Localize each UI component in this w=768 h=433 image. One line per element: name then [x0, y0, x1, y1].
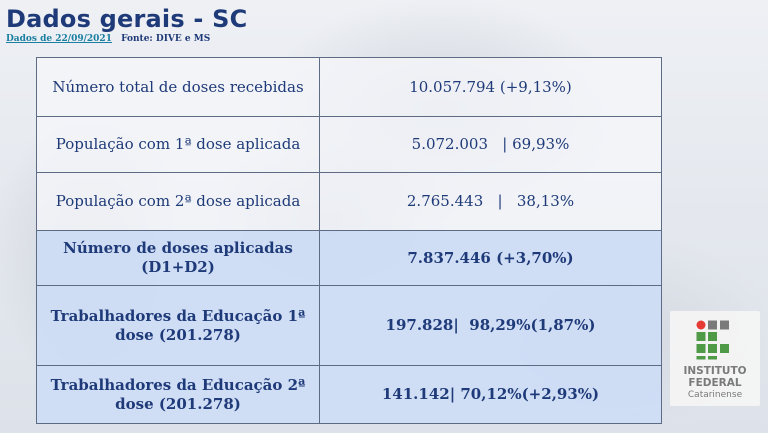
page-title: Dados gerais - SC: [6, 5, 248, 33]
source-label: Fonte: DIVE e MS: [121, 34, 211, 44]
row-label-educacao-segunda: Trabalhadores da Educação 2ª dose (201.2…: [36, 365, 320, 424]
row-label-primeira-dose: População com 1ª dose aplicada: [36, 116, 320, 173]
row-value-doses-recebidas: 10.057.794 (+9,13%): [319, 57, 662, 117]
row-label-segunda-dose: População com 2ª dose aplicada: [36, 172, 320, 231]
table-row: Número de doses aplicadas (D1+D2) 7.837.…: [36, 230, 662, 286]
logo-line-1: INSTITUTO: [683, 365, 747, 377]
table-row: População com 1ª dose aplicada 5.072.003…: [36, 116, 662, 173]
row-label-educacao-primeira: Trabalhadores da Educação 1ª dose (201.2…: [36, 285, 320, 366]
row-value-educacao-primeira: 197.828| 98,29%(1,87%): [319, 285, 662, 366]
table-row: Número total de doses recebidas 10.057.7…: [36, 57, 662, 117]
row-value-doses-aplicadas: 7.837.446 (+3,70%): [319, 230, 662, 286]
instituto-federal-logo: INSTITUTO FEDERAL Catarinense: [670, 311, 760, 406]
table-row: Trabalhadores da Educação 2ª dose (201.2…: [36, 365, 662, 424]
header: Dados gerais - SC Dados de 22/09/2021 Fo…: [6, 4, 247, 45]
source-line: Dados de 22/09/2021 Fonte: DIVE e MS: [6, 34, 247, 45]
stats-table: Número total de doses recebidas 10.057.7…: [36, 57, 662, 424]
row-label-doses-recebidas: Número total de doses recebidas: [36, 57, 320, 117]
row-label-doses-aplicadas: Número de doses aplicadas (D1+D2): [36, 230, 320, 286]
table-row: População com 2ª dose aplicada 2.765.443…: [36, 172, 662, 231]
if-logo-icon: [696, 320, 729, 360]
logo-line-2: FEDERAL: [688, 377, 742, 389]
row-value-primeira-dose: 5.072.003 | 69,93%: [319, 116, 662, 173]
row-value-segunda-dose: 2.765.443 | 38,13%: [319, 172, 662, 231]
table-row: Trabalhadores da Educação 1ª dose (201.2…: [36, 285, 662, 366]
date-link[interactable]: Dados de 22/09/2021: [6, 34, 112, 44]
logo-line-3: Catarinense: [687, 390, 743, 400]
row-value-educacao-segunda: 141.142| 70,12%(+2,93%): [319, 365, 662, 424]
